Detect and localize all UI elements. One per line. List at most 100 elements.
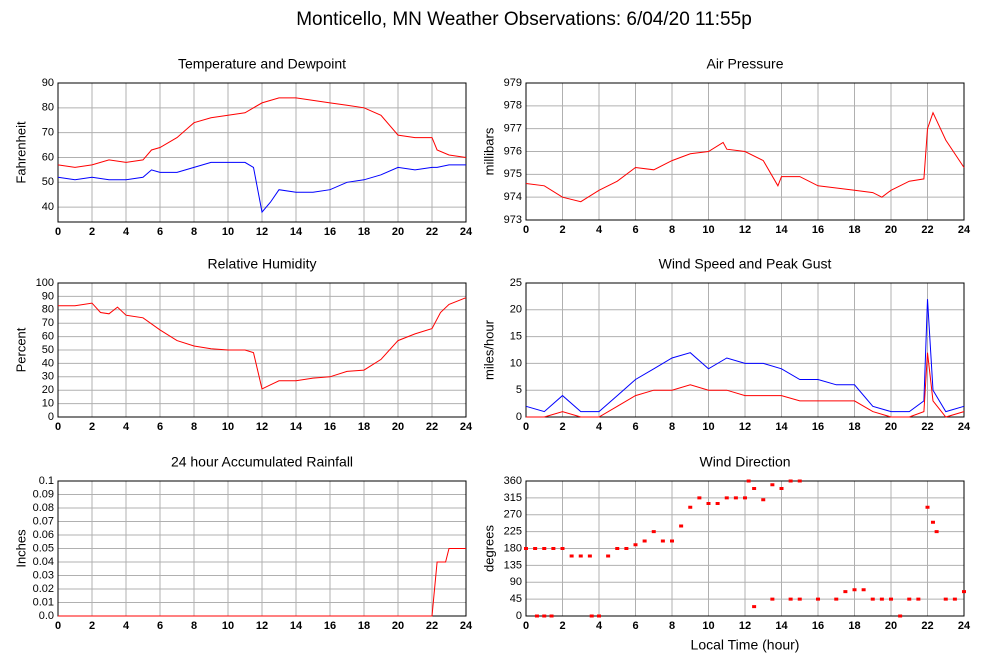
y-tick-label: 90	[42, 77, 54, 89]
series-line	[58, 297, 467, 390]
point	[907, 597, 912, 601]
x-tick-label: 24	[460, 226, 473, 238]
point	[797, 597, 802, 601]
x-tick-label: 22	[921, 224, 933, 236]
point	[943, 597, 948, 601]
point	[706, 502, 711, 505]
x-tick-label: 16	[324, 421, 336, 433]
y-tick-label: 0.03	[33, 569, 54, 581]
x-tick-label: 12	[256, 421, 268, 433]
x-tick-label: 22	[426, 421, 438, 433]
y-tick-label: 0.01	[33, 596, 54, 608]
x-tick-label: 18	[358, 226, 370, 238]
point	[770, 597, 775, 601]
x-tick-label: 2	[89, 226, 95, 238]
y-tick-label: 40	[42, 201, 54, 213]
x-tick-label: 18	[358, 421, 370, 433]
x-tick-label: 18	[848, 224, 860, 236]
x-tick-label: 2	[559, 224, 565, 236]
x-tick-label: 2	[559, 421, 565, 433]
x-tick-label: 18	[358, 620, 370, 632]
point	[743, 496, 747, 500]
series-line	[57, 161, 466, 214]
x-tick-label: 16	[812, 620, 824, 632]
y-tick-label: 0.07	[33, 515, 54, 527]
y-tick-label: 0.09	[33, 488, 54, 500]
y-tick-label: 60	[42, 151, 54, 163]
plot-border	[57, 282, 467, 418]
point	[861, 588, 866, 592]
y-tick-label: 100	[36, 277, 54, 289]
y-axis-label: miles/hour	[481, 319, 496, 380]
point	[560, 547, 565, 550]
x-tick-label: 24	[958, 224, 971, 236]
y-tick-label: 50	[42, 344, 54, 356]
x-tick-label: 8	[191, 226, 197, 238]
x-tick-label: 2	[89, 620, 95, 632]
point	[889, 597, 893, 601]
x-tick-label: 8	[669, 421, 675, 433]
y-tick-label: 360	[504, 475, 522, 487]
y-tick-label: 0.1	[39, 475, 54, 487]
point	[746, 479, 751, 483]
x-tick-label: 14	[775, 620, 788, 632]
point	[660, 539, 665, 543]
point	[752, 487, 757, 490]
point	[870, 597, 875, 601]
x-tick-label: 4	[596, 421, 603, 433]
x-tick-label: 0	[55, 421, 61, 433]
point	[569, 554, 574, 558]
point	[962, 590, 966, 594]
x-tick-label: 22	[921, 620, 933, 632]
x-tick-label: 14	[775, 421, 788, 433]
x-tick-label: 6	[157, 620, 163, 632]
point	[788, 479, 793, 483]
y-tick-label: 0	[48, 411, 54, 423]
y-tick-label: 30	[42, 371, 54, 383]
x-tick-label: 6	[157, 226, 163, 238]
series-line	[525, 111, 965, 203]
x-tick-label: 4	[123, 620, 130, 632]
y-tick-label: 15	[510, 331, 522, 343]
point	[551, 547, 556, 550]
point	[779, 487, 784, 490]
x-tick-label: 6	[632, 224, 638, 236]
x-tick-label: 10	[222, 421, 234, 433]
y-axis-label: Inches	[13, 529, 28, 568]
point	[834, 597, 839, 601]
point	[916, 597, 921, 601]
y-tick-label: 70	[42, 127, 54, 139]
y-tick-label: 135	[504, 559, 522, 571]
x-tick-label: 24	[958, 421, 971, 433]
point	[688, 505, 693, 509]
point	[879, 597, 884, 601]
x-tick-label: 22	[426, 226, 438, 238]
y-axis-label: Fahrenheit	[13, 121, 28, 184]
point	[642, 539, 647, 543]
y-tick-label: 0.05	[33, 542, 54, 554]
x-tick-label: 4	[123, 226, 130, 238]
x-tick-label: 14	[775, 224, 788, 236]
point	[670, 539, 674, 543]
y-tick-label: 977	[504, 123, 522, 135]
y-tick-label: 60	[42, 331, 54, 343]
x-tick-label: 22	[426, 620, 438, 632]
x-tick-label: 20	[392, 421, 404, 433]
y-tick-label: 973	[504, 214, 522, 226]
series-line	[526, 352, 965, 418]
point	[542, 614, 547, 618]
x-tick-label: 8	[669, 224, 675, 236]
point	[752, 605, 757, 609]
x-tick-label: 2	[559, 620, 565, 632]
y-tick-label: 40	[42, 357, 54, 369]
x-tick-label: 12	[739, 224, 751, 236]
x-tick-label: 10	[222, 226, 234, 238]
chart-title: Wind Speed and Peak Gust	[659, 256, 832, 272]
y-tick-label: 50	[42, 176, 54, 188]
y-tick-label: 315	[504, 492, 522, 504]
chart-title: Relative Humidity	[208, 256, 317, 272]
x-tick-label: 16	[324, 226, 336, 238]
x-tick-label: 8	[191, 421, 197, 433]
chart-title: 24 hour Accumulated Rainfall	[171, 454, 353, 470]
